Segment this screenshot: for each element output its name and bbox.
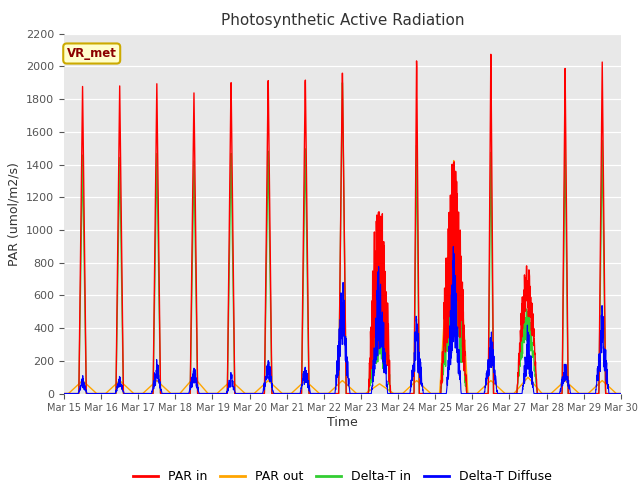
X-axis label: Time: Time bbox=[327, 416, 358, 429]
Legend: PAR in, PAR out, Delta-T in, Delta-T Diffuse: PAR in, PAR out, Delta-T in, Delta-T Dif… bbox=[129, 465, 556, 480]
Text: VR_met: VR_met bbox=[67, 47, 116, 60]
Title: Photosynthetic Active Radiation: Photosynthetic Active Radiation bbox=[221, 13, 464, 28]
Y-axis label: PAR (umol/m2/s): PAR (umol/m2/s) bbox=[8, 162, 20, 265]
